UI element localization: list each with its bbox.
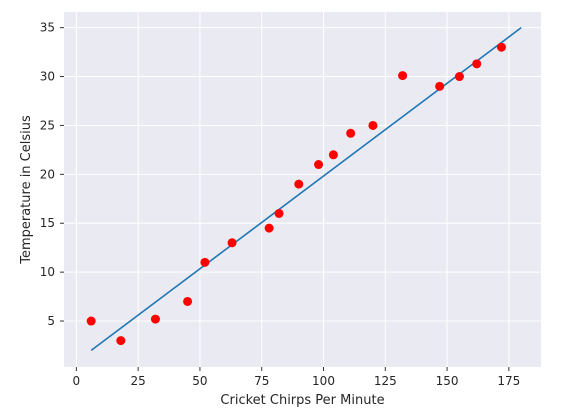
x-axis-ticks: 0 25 50 75 100 125 150 175 — [73, 367, 520, 388]
y-tick-label: 25 — [40, 118, 55, 132]
data-point — [368, 120, 378, 130]
x-tick-label: 50 — [192, 374, 207, 388]
data-point — [200, 257, 210, 267]
y-tick-label: 35 — [40, 21, 55, 35]
data-points — [86, 42, 506, 346]
x-tick-label: 0 — [73, 374, 81, 388]
data-point — [314, 160, 324, 170]
data-point — [294, 179, 304, 189]
x-tick-label: 75 — [254, 374, 269, 388]
data-point — [183, 296, 193, 306]
y-axis-label: Temperature in Celsius — [19, 115, 34, 265]
y-tick-label: 10 — [40, 265, 55, 279]
data-point — [86, 316, 96, 326]
y-tick-label: 20 — [40, 167, 55, 181]
x-tick-label: 100 — [312, 374, 335, 388]
plot-area — [64, 12, 541, 367]
y-tick-label: 5 — [47, 314, 55, 328]
y-tick-label: 15 — [40, 216, 55, 230]
x-axis-label: Cricket Chirps Per Minute — [220, 393, 384, 408]
x-tick-label: 25 — [131, 374, 146, 388]
x-tick-label: 150 — [436, 374, 459, 388]
data-point — [150, 314, 160, 324]
data-point — [328, 150, 338, 160]
data-point — [274, 208, 284, 218]
data-point — [496, 42, 506, 52]
y-tick-label: 30 — [40, 70, 55, 84]
fit-line-group — [90, 27, 522, 352]
data-point — [435, 81, 445, 91]
data-point — [116, 336, 126, 346]
data-point — [227, 238, 237, 248]
data-point — [346, 128, 356, 138]
data-point — [472, 59, 482, 69]
data-point — [264, 223, 274, 233]
data-point — [454, 72, 464, 82]
y-axis-ticks: 5 10 15 20 25 30 35 — [40, 21, 64, 328]
x-tick-label: 125 — [374, 374, 397, 388]
data-point — [398, 71, 408, 81]
fit-line — [90, 27, 522, 352]
x-tick-label: 175 — [497, 374, 520, 388]
